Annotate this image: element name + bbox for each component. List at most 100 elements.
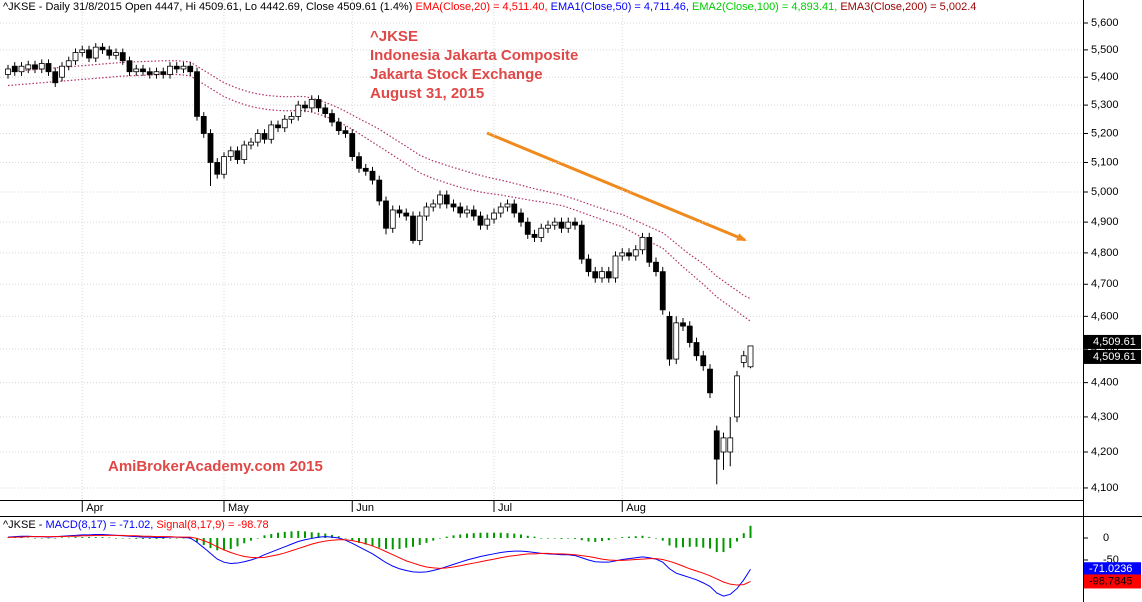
candle-body [362, 167, 369, 172]
histogram-bar [196, 537, 198, 542]
candle-body [572, 221, 578, 226]
candle-body [248, 141, 254, 146]
histogram-bar [452, 535, 455, 538]
candle-body [146, 71, 153, 75]
histogram-bar [229, 537, 232, 549]
y-tick-label: 4,800 [1091, 247, 1119, 259]
candle-body [639, 237, 646, 251]
histogram-bar [682, 537, 684, 548]
candle-body [268, 124, 275, 140]
histogram-bar [398, 537, 401, 549]
candle-body [531, 233, 538, 238]
ema-line [7, 73, 751, 322]
candle-body [119, 52, 126, 62]
y-tick-label: 5,100 [1091, 156, 1119, 168]
annotation: Jakarta Stock Exchange [370, 66, 543, 83]
histogram-bar [533, 536, 536, 538]
candle-body [497, 206, 504, 214]
candle-body [356, 156, 362, 169]
candle-body [329, 113, 335, 123]
histogram-bar [614, 537, 617, 539]
ema-line [7, 60, 751, 300]
histogram-bar [182, 537, 185, 539]
histogram-bar [715, 537, 718, 553]
histogram-bar [74, 537, 77, 538]
candle-body [410, 215, 416, 241]
candle-body [369, 170, 376, 181]
candle-body [207, 133, 214, 163]
x-tick-label: May [228, 502, 249, 514]
histogram-bar [729, 537, 732, 549]
histogram-bar [540, 537, 543, 539]
histogram-bar [304, 531, 306, 538]
candle-body [403, 212, 410, 217]
histogram-bar [115, 537, 117, 539]
histogram-bar [290, 531, 293, 538]
histogram-bar [270, 534, 273, 538]
candle-body [518, 212, 524, 223]
histogram-bar [560, 537, 563, 539]
candle-body [275, 124, 281, 129]
macd-line [7, 534, 751, 586]
histogram-bar [587, 537, 590, 542]
x-tick-label: Jul [498, 502, 512, 514]
candle-body [11, 65, 18, 73]
candle-body [430, 203, 437, 208]
candle-body [133, 68, 140, 73]
y-tick-label: 5,600 [1091, 17, 1119, 29]
histogram-bar [702, 537, 705, 548]
histogram-bar [418, 537, 421, 546]
histogram-bar [526, 535, 529, 538]
candle-body [457, 206, 464, 214]
candle-body [612, 255, 619, 279]
candle-body [295, 104, 302, 117]
histogram-bar [162, 537, 165, 539]
candle-body [619, 252, 626, 257]
header: ^JKSE - MACD(8,17) = -71.02, Signal(8,17… [3, 519, 269, 531]
y-tick-label: 4,100 [1091, 482, 1119, 494]
histogram-bar [351, 537, 354, 541]
histogram-bar [553, 537, 556, 539]
histogram-bar [263, 535, 266, 538]
candle-body [113, 52, 119, 56]
candle-body [450, 203, 457, 208]
candle-body [92, 46, 99, 59]
histogram-bar [337, 536, 340, 538]
candle-body [79, 49, 86, 53]
candle-body [585, 258, 592, 273]
histogram-bar [601, 537, 603, 542]
y-tick-label: 5,400 [1091, 71, 1119, 83]
histogram-bar [385, 537, 387, 549]
candle-body [747, 345, 754, 368]
candle-body [32, 64, 38, 70]
candle-body [734, 375, 740, 418]
histogram-bar [358, 537, 360, 543]
candle-body [254, 133, 261, 143]
price-label: 4,509.61 [1093, 351, 1136, 363]
histogram-bar [607, 537, 610, 541]
y-tick-label: 4,700 [1091, 278, 1119, 290]
candle-body [335, 121, 342, 132]
candle-body [686, 325, 693, 343]
candle-body [106, 49, 113, 56]
candle-body [221, 156, 227, 175]
histogram-bar [378, 537, 381, 548]
histogram-bar [567, 537, 570, 539]
histogram-bar [749, 525, 752, 538]
y-tick-label: 0 [1103, 532, 1109, 544]
candle-body [52, 71, 59, 84]
histogram-bar [243, 537, 246, 544]
candle-body [25, 64, 32, 70]
y-tick-label: 4,200 [1091, 446, 1119, 458]
header-part: ^JKSE - Daily 31/8/2015 Open 4447, Hi 45… [3, 1, 415, 13]
candle-body [241, 144, 248, 160]
histogram-bar [175, 537, 178, 539]
histogram-bar [695, 537, 698, 547]
histogram-bar [709, 537, 711, 549]
candle-body [484, 218, 491, 226]
candle-body [511, 203, 518, 214]
candle-body [491, 212, 497, 220]
header: ^JKSE - Daily 31/8/2015 Open 4447, Hi 45… [3, 1, 976, 13]
